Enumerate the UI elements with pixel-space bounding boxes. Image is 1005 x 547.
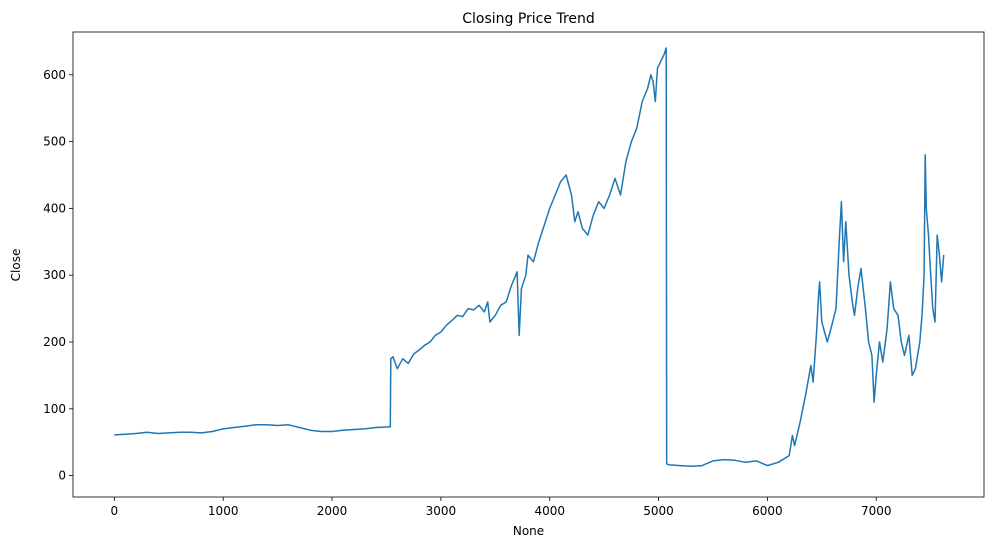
x-tick-label: 3000 [426, 504, 457, 518]
y-tick-label: 300 [43, 268, 66, 282]
x-tick-label: 5000 [643, 504, 674, 518]
y-tick-label: 0 [58, 469, 66, 483]
plot-area [114, 47, 945, 468]
x-tick-label: 6000 [752, 504, 783, 518]
x-tick-label: 2000 [317, 504, 348, 518]
y-tick-label: 200 [43, 335, 66, 349]
y-tick-label: 500 [43, 135, 66, 149]
axis-ticks: 0 1000 2000 3000 4000 5000 6000 7000 0 100 200 300 4… [43, 68, 891, 518]
chart-title: Closing Price Trend [462, 11, 595, 27]
y-axis-label: Close [9, 249, 23, 282]
x-tick-label: 1000 [208, 504, 239, 518]
y-tick-label: 100 [43, 402, 66, 416]
y-tick-label: 600 [43, 68, 66, 82]
x-tick-label: 4000 [534, 504, 565, 518]
y-tick-label: 400 [43, 201, 66, 215]
x-tick-label: 7000 [861, 504, 892, 518]
x-axis-label: None [513, 524, 544, 538]
x-tick-label: 0 [111, 504, 119, 518]
axes-frame [72, 31, 985, 498]
series-line-close [114, 47, 945, 468]
